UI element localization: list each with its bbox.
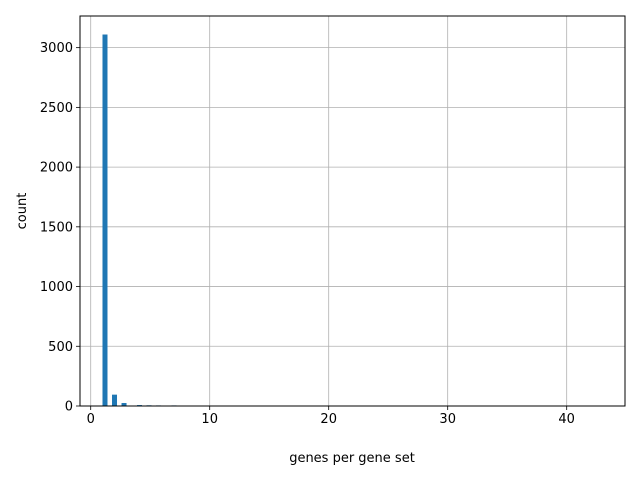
histogram-bar (121, 403, 127, 406)
x-axis-ticks: 0 10 20 30 40 (87, 406, 575, 427)
x-tick-label: 40 (558, 412, 575, 427)
plot-area (80, 16, 625, 406)
y-tick-label: 500 (48, 340, 73, 355)
histogram-bar (102, 34, 108, 406)
x-tick-label: 0 (87, 412, 95, 427)
y-tick-label: 0 (65, 400, 73, 415)
x-tick-label: 30 (439, 412, 456, 427)
y-axis-ticks: 0 500 1000 1500 2000 2500 3000 (40, 41, 80, 415)
plot-frame (79, 15, 626, 407)
x-tick-label: 10 (201, 412, 218, 427)
y-tick-label: 2000 (40, 161, 73, 176)
y-axis-label: count (15, 193, 30, 230)
y-tick-label: 1500 (40, 220, 73, 235)
y-tick-label: 2500 (40, 101, 73, 116)
y-tick-label: 1000 (40, 280, 73, 295)
x-tick-label: 20 (320, 412, 337, 427)
histogram-bar (112, 394, 118, 406)
gridlines (80, 16, 625, 407)
y-tick-label: 3000 (40, 41, 73, 56)
x-axis-label: genes per gene set (289, 451, 415, 466)
